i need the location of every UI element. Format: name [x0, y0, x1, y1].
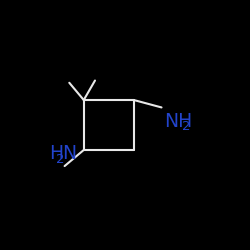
Text: H: H — [49, 144, 63, 163]
Text: N: N — [62, 144, 76, 163]
Text: 2: 2 — [56, 153, 64, 166]
Text: 2: 2 — [182, 120, 190, 133]
Text: NH: NH — [164, 112, 192, 131]
